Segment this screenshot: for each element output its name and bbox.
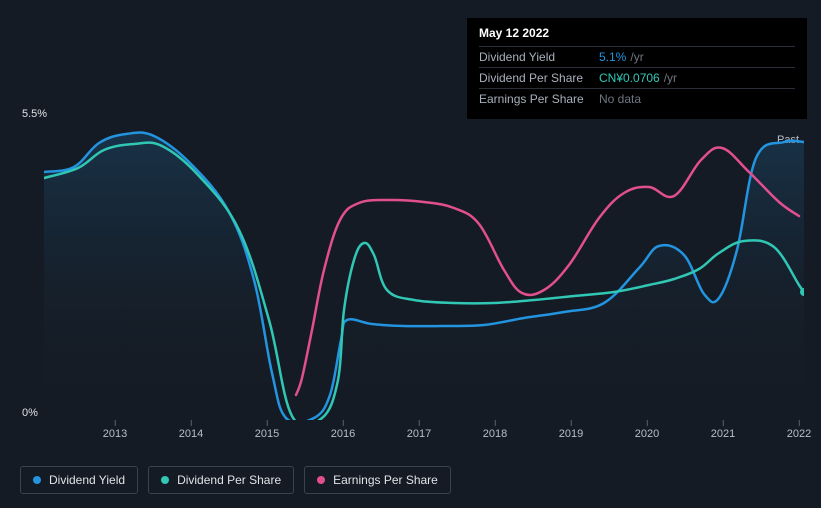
tooltip-row-label: Dividend Yield — [479, 50, 599, 64]
x-axis-tick: 2016 — [331, 428, 355, 440]
tooltip-row: Dividend Per ShareCN¥0.0706/yr — [479, 67, 795, 88]
x-axis-tick: 2017 — [407, 428, 431, 440]
chart-tooltip: May 12 2022 Dividend Yield5.1%/yrDividen… — [467, 18, 807, 119]
legend-item[interactable]: Earnings Per Share — [304, 466, 451, 494]
tooltip-row-value: CN¥0.0706/yr — [599, 71, 677, 85]
legend-dot-icon — [317, 476, 325, 484]
x-axis-tick: 2013 — [103, 428, 127, 440]
legend-label: Dividend Yield — [49, 473, 125, 487]
x-axis-tick: 2022 — [787, 428, 811, 440]
legend-dot-icon — [33, 476, 41, 484]
tooltip-row-label: Earnings Per Share — [479, 92, 599, 106]
x-axis-tick: 2020 — [635, 428, 659, 440]
x-axis-tick: 2021 — [711, 428, 735, 440]
x-axis-tick: 2015 — [255, 428, 279, 440]
legend-item[interactable]: Dividend Per Share — [148, 466, 294, 494]
x-axis-tick: 2014 — [179, 428, 203, 440]
y-axis-label-bottom: 0% — [22, 407, 38, 419]
legend-dot-icon — [161, 476, 169, 484]
tooltip-row-label: Dividend Per Share — [479, 71, 599, 85]
legend-item[interactable]: Dividend Yield — [20, 466, 138, 494]
tooltip-date: May 12 2022 — [479, 26, 795, 40]
tooltip-row-value: No data — [599, 92, 641, 106]
tooltip-row: Earnings Per ShareNo data — [479, 88, 795, 109]
chart-svg — [44, 120, 804, 420]
tooltip-row-value: 5.1%/yr — [599, 50, 644, 64]
chart-plot-area — [44, 120, 804, 420]
x-axis-tick: 2019 — [559, 428, 583, 440]
legend-label: Earnings Per Share — [333, 473, 438, 487]
legend-label: Dividend Per Share — [177, 473, 281, 487]
chart-legend: Dividend Yield Dividend Per Share Earnings… — [20, 466, 451, 494]
y-axis-label-top: 5.5% — [22, 108, 47, 120]
x-axis-tick: 2018 — [483, 428, 507, 440]
tooltip-row: Dividend Yield5.1%/yr — [479, 46, 795, 67]
x-axis: 2013201420152016201720182019202020212022 — [44, 428, 804, 448]
dividend-chart-panel: May 12 2022 Dividend Yield5.1%/yrDividen… — [0, 0, 821, 508]
